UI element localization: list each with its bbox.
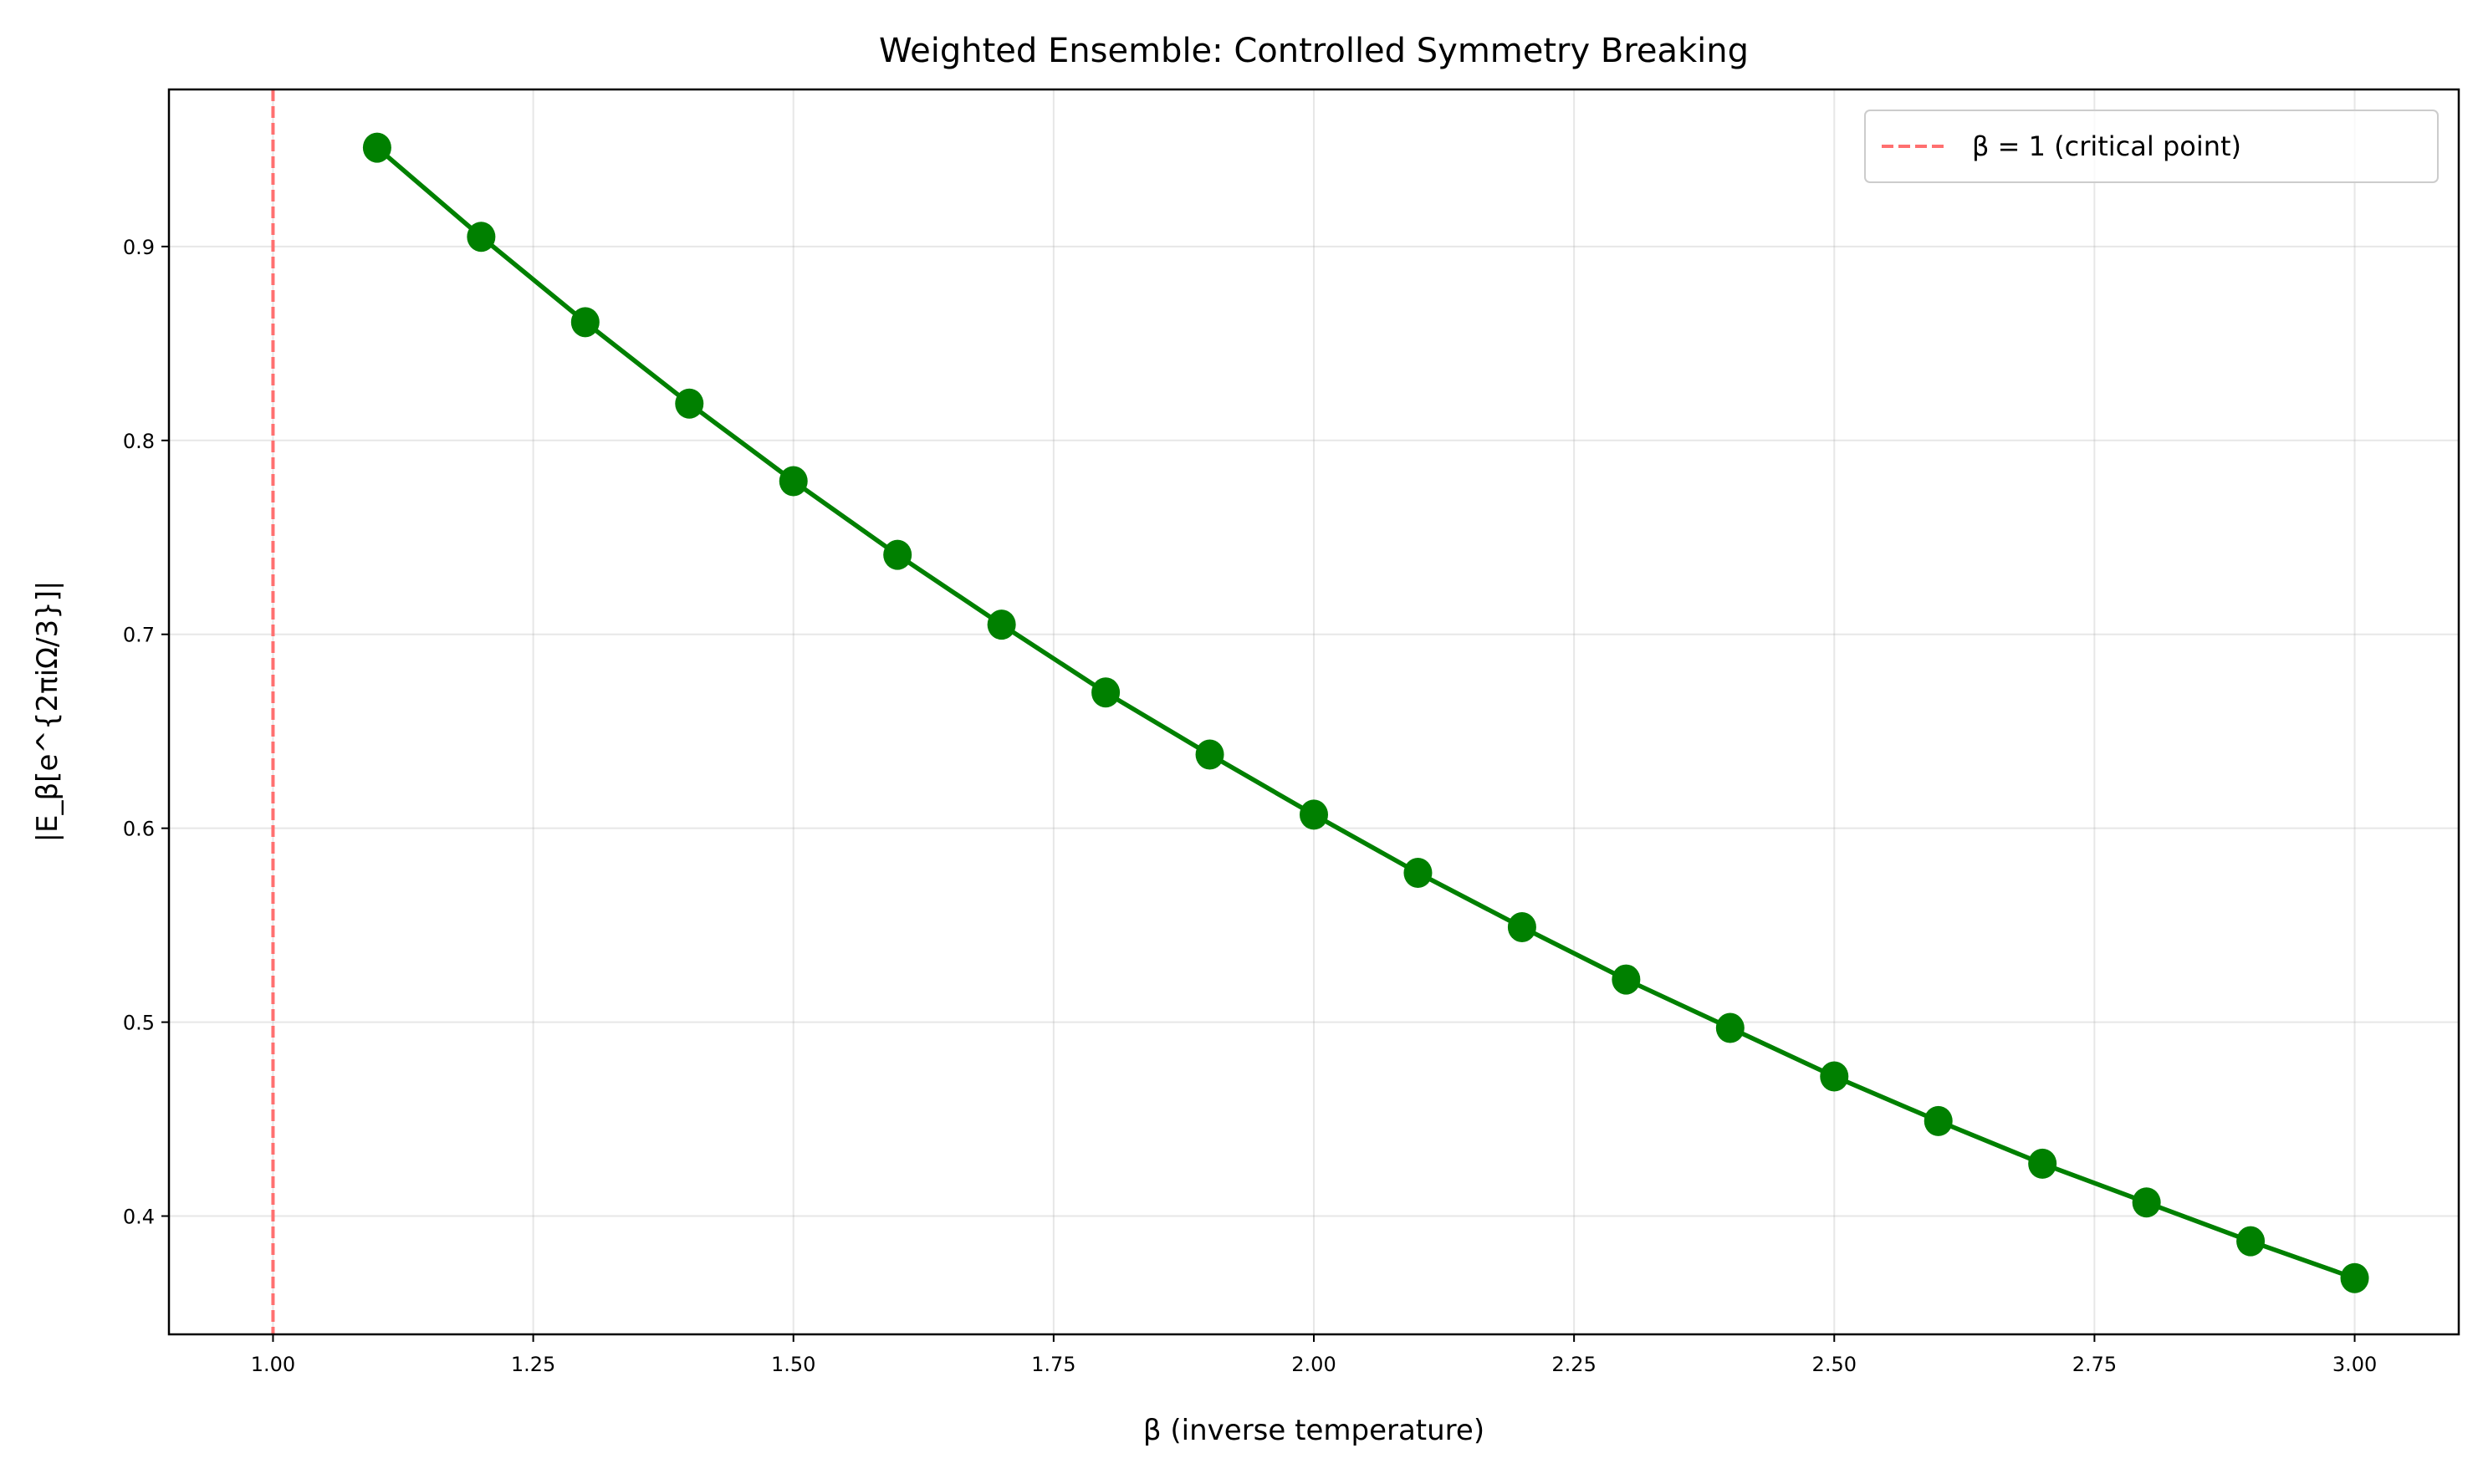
data-point — [1091, 677, 1121, 708]
data-point — [2132, 1187, 2161, 1218]
y-tick-label: 0.9 — [123, 236, 155, 259]
y-axis-ticks: 0.4 0.5 0.6 0.7 0.8 0.9 — [123, 236, 169, 1229]
chart-title: Weighted Ensemble: Controlled Symmetry B… — [879, 32, 1749, 70]
data-point — [883, 539, 912, 570]
y-tick-label: 0.7 — [123, 624, 155, 647]
x-axis-label: β (inverse temperature) — [1143, 1414, 1484, 1447]
data-point — [1612, 964, 1641, 995]
data-point — [1300, 799, 1328, 830]
series-group — [362, 132, 2369, 1293]
x-tick-label: 2.50 — [1812, 1353, 1857, 1376]
y-tick-label: 0.5 — [123, 1012, 155, 1035]
data-point — [779, 466, 808, 497]
x-tick-label: 2.75 — [2072, 1353, 2117, 1376]
data-point — [467, 222, 496, 252]
y-tick-label: 0.6 — [123, 818, 155, 841]
data-point — [1715, 1012, 1745, 1043]
legend-box — [1864, 110, 2439, 183]
legend: β = 1 (critical point) — [1864, 110, 2439, 183]
x-tick-label: 1.25 — [511, 1353, 555, 1376]
data-point — [1507, 911, 1536, 942]
x-tick-label: 1.75 — [1031, 1353, 1075, 1376]
data-point — [1924, 1105, 1953, 1136]
data-point — [1820, 1061, 1849, 1092]
data-point — [570, 307, 600, 338]
data-point — [1195, 739, 1224, 770]
y-tick-label: 0.8 — [123, 430, 155, 453]
data-point — [675, 388, 704, 419]
data-point — [1403, 858, 1433, 889]
y-tick-label: 0.4 — [123, 1206, 155, 1229]
x-tick-label: 1.00 — [251, 1353, 295, 1376]
x-axis-ticks: 1.00 1.25 1.50 1.75 2.00 2.25 2.50 2.75 3.00 — [251, 1334, 2377, 1376]
data-point — [987, 609, 1016, 640]
data-point — [2340, 1262, 2369, 1293]
data-point — [2236, 1226, 2266, 1257]
data-point — [362, 132, 391, 163]
x-tick-label: 2.00 — [1291, 1353, 1336, 1376]
data-point — [2028, 1148, 2057, 1179]
grid — [169, 89, 2459, 1334]
legend-label: β = 1 (critical point) — [1972, 130, 2241, 162]
series-line — [376, 145, 2356, 1281]
y-axis-label: |E_β[e^{2πiΩ/3}]| — [31, 581, 64, 843]
x-tick-label: 2.25 — [1551, 1353, 1596, 1376]
x-tick-label: 3.00 — [2332, 1353, 2377, 1376]
x-tick-label: 1.50 — [771, 1353, 815, 1376]
